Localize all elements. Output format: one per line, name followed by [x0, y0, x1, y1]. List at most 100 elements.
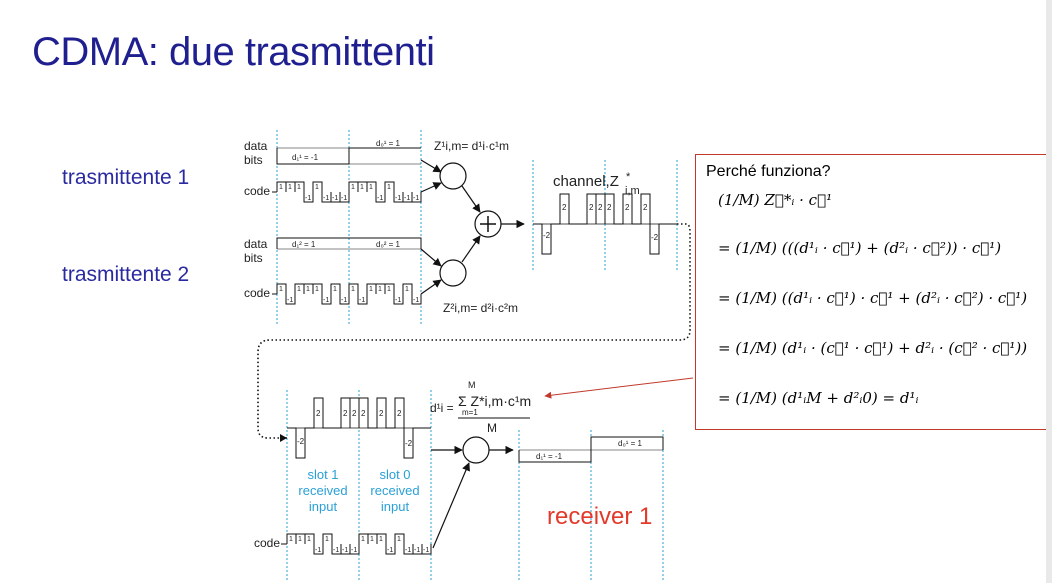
received-values: -2 2 2 2 2 2 2 -2	[297, 409, 413, 448]
receiver-code-values: 1 1 1 -1 1 -1 -1 -1 1 1 1 -1 1 -1 -1 -1	[289, 536, 429, 554]
s1-code-waveform	[276, 181, 422, 203]
proof-line-4: = (1/M) (d¹ᵢ · (c⃗¹ · c⃗¹) + d²ᵢ · (c⃗² …	[718, 339, 1028, 357]
sender-1-label: trasmittente 1	[62, 166, 190, 189]
svg-text:-1: -1	[323, 297, 329, 304]
svg-text:1: 1	[387, 286, 391, 293]
svg-text:2: 2	[316, 409, 321, 418]
s2-data-label: data	[244, 237, 268, 251]
svg-text:1: 1	[397, 536, 401, 543]
decode-sum-top: M	[468, 380, 476, 390]
decode-sum-bottom: m=1	[462, 408, 478, 417]
s1-code-values: 1 1 1 -1 1 -1 -1 -1 1 1 1 -1 1 -1 -1 -1	[279, 184, 419, 202]
proof-line-1: (1/M) Z⃗*ᵢ · c⃗¹	[718, 191, 833, 209]
svg-text:-1: -1	[332, 195, 338, 202]
multiplier-2-icon	[439, 259, 467, 287]
svg-text:2: 2	[361, 409, 366, 418]
svg-text:1: 1	[369, 286, 373, 293]
proof-box: Perché funziona? (1/M) Z⃗*ᵢ · c⃗¹ = (1/M…	[695, 154, 1051, 430]
svg-text:-2: -2	[405, 439, 413, 448]
svg-text:-1: -1	[342, 547, 348, 554]
svg-text:-1: -1	[341, 297, 347, 304]
svg-text:-1: -1	[351, 547, 357, 554]
proof-line-2: = (1/M) (((d¹ᵢ · c⃗¹) + (d²ᵢ · c⃗²)) · c…	[718, 239, 1002, 257]
svg-text:-1: -1	[413, 297, 419, 304]
svg-text:2: 2	[607, 203, 612, 212]
svg-text:-1: -1	[333, 547, 339, 554]
channel-values: -2 2 2 2 2 2 2 -2	[543, 203, 659, 242]
svg-text:-1: -1	[315, 547, 321, 554]
decode-denominator: M	[487, 421, 497, 435]
svg-text:1: 1	[307, 536, 311, 543]
z2-formula: Z²i,m= d²i·c²m	[443, 301, 518, 315]
proof-line-5: = (1/M) (d¹ᵢM + d²ᵢ0) = d¹ᵢ	[718, 389, 919, 407]
s2-code-label: code	[244, 286, 270, 300]
received-waveform	[287, 397, 431, 459]
svg-text:2: 2	[598, 203, 603, 212]
svg-text:-2: -2	[651, 233, 659, 242]
svg-text:1: 1	[387, 184, 391, 191]
svg-text:-1: -1	[305, 195, 311, 202]
channel-label-sup: *	[626, 171, 631, 183]
svg-text:1: 1	[306, 286, 310, 293]
multiplier-1-icon	[439, 162, 467, 190]
svg-text:1: 1	[351, 286, 355, 293]
slot-0-caption: slot 0 received input	[370, 467, 420, 514]
svg-text:-1: -1	[404, 195, 410, 202]
svg-text:1: 1	[360, 184, 364, 191]
svg-text:-1: -1	[377, 195, 383, 202]
svg-text:2: 2	[352, 409, 357, 418]
svg-text:2: 2	[397, 409, 402, 418]
decoded-bit-waveform	[518, 436, 664, 463]
s2-code-waveform	[276, 283, 422, 305]
adder-icon	[474, 210, 502, 238]
s1-bit-waveform	[276, 147, 421, 165]
s2-bit-waveform	[276, 237, 422, 250]
decode-lhs: d¹i =	[430, 401, 454, 415]
svg-text:1: 1	[289, 536, 293, 543]
svg-text:1: 1	[378, 286, 382, 293]
svg-text:2: 2	[589, 203, 594, 212]
svg-text:-1: -1	[395, 297, 401, 304]
svg-text:2: 2	[343, 409, 348, 418]
s1-data-label: data	[244, 139, 268, 153]
receiver-code-waveform	[286, 533, 432, 555]
page-title: CDMA: due trasmittenti	[32, 30, 435, 74]
slot-1-caption: slot 1 received input	[298, 467, 348, 514]
z1-formula: Z¹i,m= d¹i·c¹m	[434, 139, 509, 153]
svg-text:1: 1	[361, 536, 365, 543]
receiver-label: receiver 1	[547, 503, 653, 530]
decoded-bit-d0: d₀¹ = 1	[618, 439, 643, 448]
s1-bit-d0: d₀¹ = 1	[376, 139, 401, 148]
svg-text:-1: -1	[414, 547, 420, 554]
channel-waveform	[533, 193, 677, 255]
svg-text:-1: -1	[359, 297, 365, 304]
svg-text:1: 1	[333, 286, 337, 293]
proof-title: Perché funziona?	[706, 163, 831, 180]
svg-text:1: 1	[379, 536, 383, 543]
s2-code-values: 1 -1 1 1 1 -1 1 -1 1 -1 1 1 1 -1 1 -1	[279, 286, 419, 304]
decode-numerator: Σ Z*i,m·c¹m	[458, 393, 531, 409]
svg-text:1: 1	[351, 184, 355, 191]
svg-text:-1: -1	[323, 195, 329, 202]
svg-text:2: 2	[562, 203, 567, 212]
svg-text:-2: -2	[543, 231, 551, 240]
svg-text:1: 1	[298, 536, 302, 543]
svg-text:-1: -1	[287, 297, 293, 304]
proof-pointer-arrow	[544, 377, 694, 399]
svg-text:1: 1	[288, 184, 292, 191]
s2-bit-d1: d₁² = 1	[292, 240, 316, 249]
svg-text:-1: -1	[387, 547, 393, 554]
svg-text:1: 1	[279, 286, 283, 293]
receiver-code-label: code	[254, 536, 280, 550]
svg-text:1: 1	[325, 536, 329, 543]
s1-bit-d1: d₁¹ = -1	[292, 153, 319, 162]
svg-text:1: 1	[297, 286, 301, 293]
svg-text:1: 1	[315, 184, 319, 191]
sender-2-label: trasmittente 2	[62, 263, 190, 286]
proof-line-3: = (1/M) ((d¹ᵢ · c⃗¹) · c⃗¹ + (d²ᵢ · c⃗²)…	[718, 289, 1028, 307]
svg-text:2: 2	[643, 203, 648, 212]
decoded-bit-d1: d₁¹ = -1	[536, 452, 563, 461]
svg-text:-1: -1	[423, 547, 429, 554]
s1-bits-label: bits	[244, 153, 263, 167]
